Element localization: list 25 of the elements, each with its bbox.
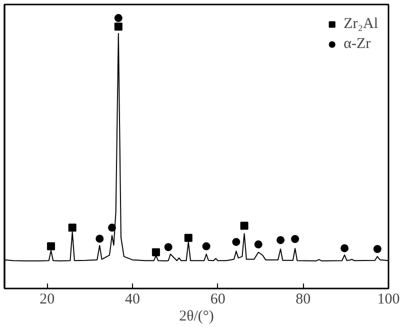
point (96, 234, 104, 243)
point (114, 22, 122, 31)
point (184, 234, 192, 242)
point (373, 245, 382, 254)
point (232, 238, 240, 246)
point (47, 242, 56, 250)
point (152, 248, 160, 256)
x-tick-label: 80 (296, 292, 311, 308)
point (340, 244, 349, 252)
x-tick-label: 20 (40, 292, 55, 308)
point (108, 224, 116, 232)
x-tick-label: 60 (210, 292, 226, 308)
legend-label: α-Zr (344, 36, 371, 52)
point (276, 236, 285, 244)
point (240, 222, 248, 230)
point (254, 240, 262, 248)
point (164, 243, 172, 252)
x-tick-label: 40 (125, 292, 140, 308)
x-tick-label: 100 (377, 292, 400, 308)
point (114, 14, 122, 22)
legend-label: Zr₂Al (344, 16, 378, 32)
point (202, 242, 210, 250)
x-axis-title: 2θ/(°) (179, 308, 214, 324)
point (68, 224, 76, 232)
point (291, 235, 300, 243)
